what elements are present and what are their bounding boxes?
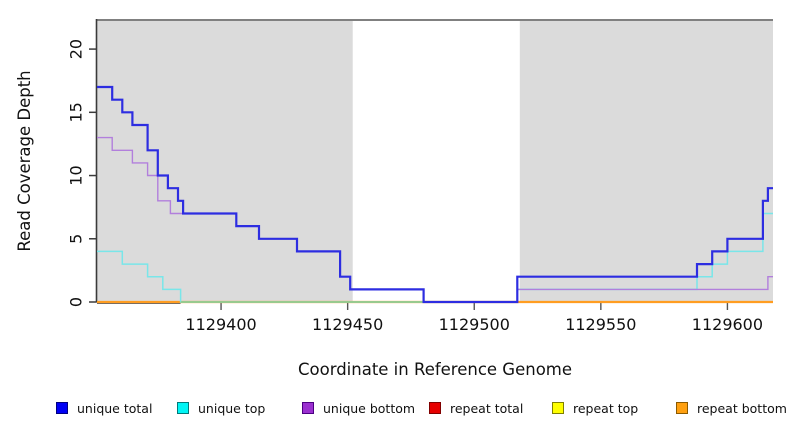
legend-item-unique-bottom: unique bottom	[302, 400, 416, 416]
x-tick-label: 1129600	[692, 315, 763, 334]
legend-label: repeat top	[573, 400, 639, 416]
legend-label: repeat total	[450, 400, 524, 416]
x-tick-label: 1129550	[565, 315, 636, 334]
y-axis-title: Read Coverage Depth	[15, 70, 34, 251]
chart-legend: unique total unique top unique bottom re…	[0, 399, 792, 419]
y-tick-label: 20	[67, 39, 86, 59]
shaded-region-0	[97, 21, 353, 302]
legend-item-unique-top: unique top	[177, 400, 266, 416]
x-axis-title: Coordinate in Reference Genome	[298, 360, 572, 379]
x-tick-label: 1129500	[439, 315, 510, 334]
y-tick-label: 0	[67, 297, 86, 307]
unique-bottom-swatch	[302, 402, 314, 414]
y-tick-label: 10	[67, 165, 86, 185]
shaded-region-1	[519, 21, 773, 302]
series-line-unique-total	[97, 85, 773, 304]
legend-label: unique total	[77, 400, 153, 416]
legend-label: repeat bottom	[697, 400, 787, 416]
unique-total-swatch	[56, 402, 68, 414]
legend-label: unique bottom	[323, 400, 416, 416]
repeat-top-swatch	[552, 402, 564, 414]
x-tick-label: 1129400	[185, 315, 256, 334]
repeat-total-swatch	[429, 402, 441, 414]
repeat-bottom-swatch	[676, 402, 688, 414]
y-tick-label: 15	[67, 102, 86, 122]
legend-item-repeat-bottom: repeat bottom	[676, 400, 787, 416]
x-tick-label: 1129450	[312, 315, 383, 334]
y-tick-label: 5	[67, 234, 86, 244]
legend-item-repeat-total: repeat total	[429, 400, 524, 416]
legend-label: unique top	[198, 400, 266, 416]
legend-item-repeat-top: repeat top	[552, 400, 639, 416]
unique-top-swatch	[177, 402, 189, 414]
legend-item-unique-total: unique total	[56, 400, 153, 416]
